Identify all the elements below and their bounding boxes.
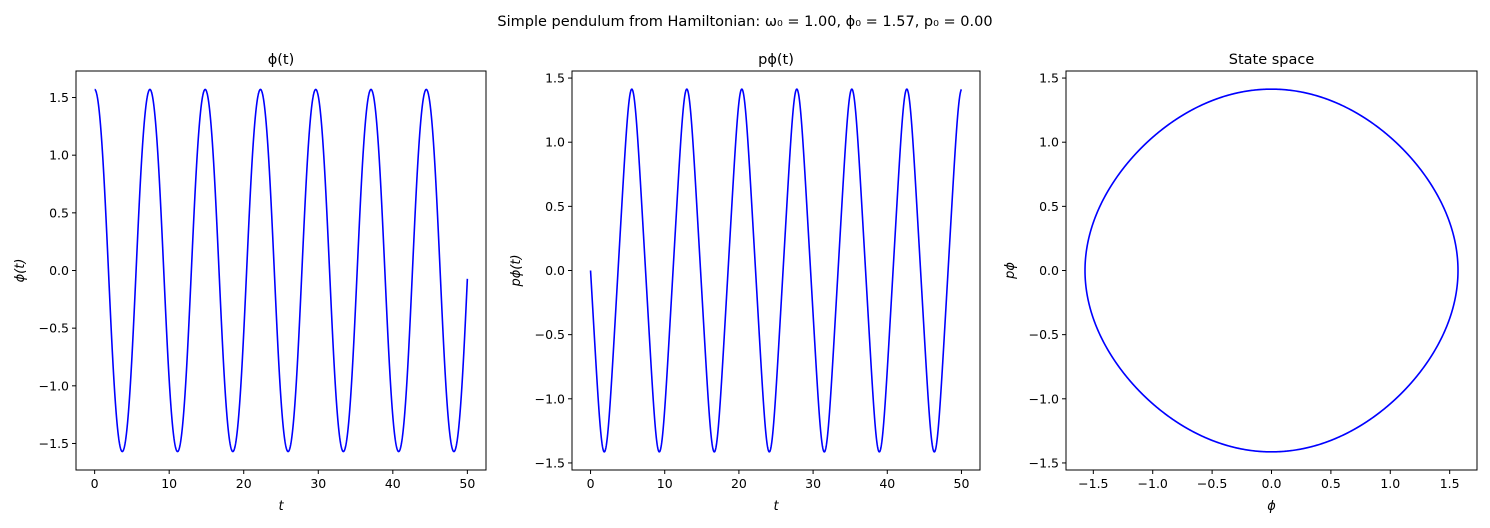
x-tick-label: 20 — [236, 476, 252, 491]
series-line — [94, 88, 469, 453]
figure-suptitle: Simple pendulum from Hamiltonian: ω₀ = 1… — [497, 14, 992, 30]
y-tick-label: 0.0 — [1039, 263, 1059, 278]
y-tick-label: 0.0 — [49, 263, 69, 278]
y-tick-label: −1.0 — [39, 378, 69, 393]
y-tick-label: −0.5 — [39, 321, 69, 336]
y-axis-label: pϕ(t) — [509, 254, 524, 287]
y-tick-label: −1.5 — [535, 455, 565, 470]
y-axis-label: ϕ(t) — [13, 259, 28, 283]
x-tick-label: −1.5 — [1078, 476, 1108, 491]
x-tick-label: 0 — [587, 476, 595, 491]
y-axis-label: pϕ — [1003, 262, 1018, 280]
y-tick-label: 0.5 — [1039, 199, 1059, 214]
panel-phi-vs-t: 0 10 20 30 40 50 −1.5 −1.0 −0.5 0.0 0.5 1.0 1.5 ϕ(t) t… — [13, 52, 487, 514]
x-tick-label: −0.5 — [1197, 476, 1227, 491]
y-tick-label: 1.5 — [1039, 71, 1059, 86]
panel-p-vs-t: 0 10 20 30 40 50 −1.5 −1.0 −0.5 0.0 0.5 1.0 1.5 pϕ(t)… — [509, 52, 981, 514]
y-tick-label: −1.5 — [1029, 455, 1059, 470]
x-tick-label: 0.5 — [1321, 476, 1341, 491]
y-tick-label: −1.0 — [1029, 391, 1059, 406]
x-tick-label: 50 — [954, 476, 970, 491]
panel-state-space: −1.5 −1.0 −0.5 0.0 0.5 1.0 1.5 −1.5 −1.0 −0.5 0.0 0… — [1003, 52, 1478, 514]
y-tick-label: −0.5 — [535, 327, 565, 342]
x-tick-label: 40 — [385, 476, 401, 491]
y-tick-label: 0.5 — [49, 205, 69, 220]
axes-frame — [571, 70, 981, 471]
x-axis-label: t — [278, 499, 284, 514]
panel-title: pϕ(t) — [758, 52, 794, 68]
x-tick-label: 10 — [657, 476, 673, 491]
y-tick-label: −0.5 — [1029, 327, 1059, 342]
y-tick-label: 1.5 — [545, 71, 565, 86]
y-tick-label: 1.5 — [49, 90, 69, 105]
x-tick-label: 50 — [459, 476, 475, 491]
y-tick-label: 0.5 — [545, 199, 565, 214]
series-line — [589, 88, 963, 453]
panel-title: State space — [1229, 52, 1315, 68]
axes-frame — [1065, 70, 1478, 471]
x-tick-label: 0.0 — [1262, 476, 1282, 491]
x-tick-label: 1.5 — [1440, 476, 1460, 491]
y-tick-label: 0.0 — [545, 263, 565, 278]
x-axis-label: ϕ — [1267, 499, 1276, 514]
x-tick-label: 10 — [161, 476, 177, 491]
y-tick-label: 1.0 — [49, 148, 69, 163]
x-axis-label: t — [773, 499, 779, 514]
series-line — [1084, 88, 1459, 453]
panel-title: ϕ(t) — [268, 52, 295, 68]
x-tick-label: 40 — [879, 476, 895, 491]
x-tick-label: 1.0 — [1380, 476, 1400, 491]
y-tick-label: 1.0 — [545, 135, 565, 150]
x-tick-label: 30 — [805, 476, 821, 491]
y-tick-label: 1.0 — [1039, 135, 1059, 150]
x-tick-label: 0 — [91, 476, 99, 491]
y-tick-label: −1.5 — [39, 436, 69, 451]
x-tick-label: 30 — [310, 476, 326, 491]
y-tick-label: −1.0 — [535, 391, 565, 406]
x-tick-label: −1.0 — [1138, 476, 1168, 491]
x-tick-label: 20 — [731, 476, 747, 491]
